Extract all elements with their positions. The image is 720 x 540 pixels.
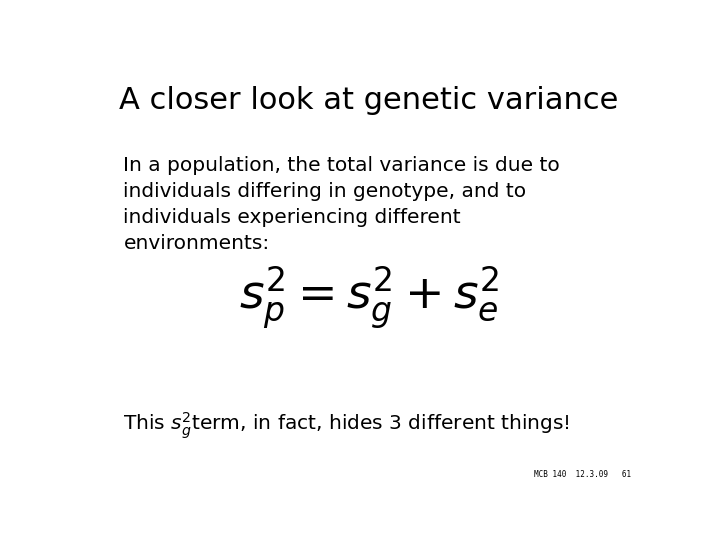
Text: This $s_g^{2}$term, in fact, hides 3 different things!: This $s_g^{2}$term, in fact, hides 3 dif… (124, 410, 570, 441)
Text: In a population, the total variance is due to
individuals differing in genotype,: In a population, the total variance is d… (124, 156, 560, 253)
Text: A closer look at genetic variance: A closer look at genetic variance (120, 85, 618, 114)
Text: $s_p^2 = s_g^2 + s_e^2$: $s_p^2 = s_g^2 + s_e^2$ (239, 265, 499, 331)
Text: MCB 140  12.3.09   61: MCB 140 12.3.09 61 (534, 469, 631, 478)
